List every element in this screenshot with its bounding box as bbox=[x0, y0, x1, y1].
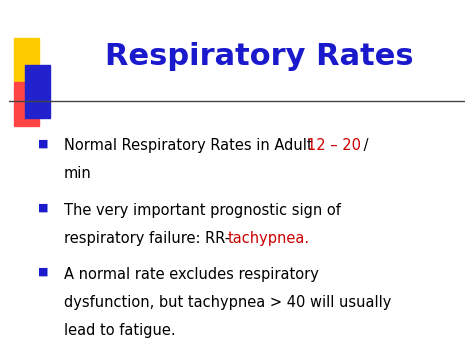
Bar bbox=[26, 65, 50, 118]
Bar bbox=[14, 38, 39, 82]
Text: Respiratory Rates: Respiratory Rates bbox=[105, 42, 414, 71]
Bar bbox=[14, 82, 39, 126]
Text: lead to fatigue.: lead to fatigue. bbox=[64, 323, 176, 338]
Text: ■: ■ bbox=[38, 138, 49, 148]
Text: The very important prognostic sign of: The very important prognostic sign of bbox=[64, 203, 341, 218]
Text: ■: ■ bbox=[38, 203, 49, 213]
Text: 12 – 20: 12 – 20 bbox=[307, 138, 361, 153]
Text: /: / bbox=[359, 138, 369, 153]
Text: tachypnea.: tachypnea. bbox=[228, 230, 310, 246]
Text: Normal Respiratory Rates in Adult: Normal Respiratory Rates in Adult bbox=[64, 138, 317, 153]
Text: dysfunction, but tachypnea > 40 will usually: dysfunction, but tachypnea > 40 will usu… bbox=[64, 295, 392, 310]
Text: respiratory failure: RR-: respiratory failure: RR- bbox=[64, 230, 235, 246]
Text: ■: ■ bbox=[38, 267, 49, 277]
Text: min: min bbox=[64, 166, 92, 181]
Text: A normal rate excludes respiratory: A normal rate excludes respiratory bbox=[64, 267, 319, 282]
